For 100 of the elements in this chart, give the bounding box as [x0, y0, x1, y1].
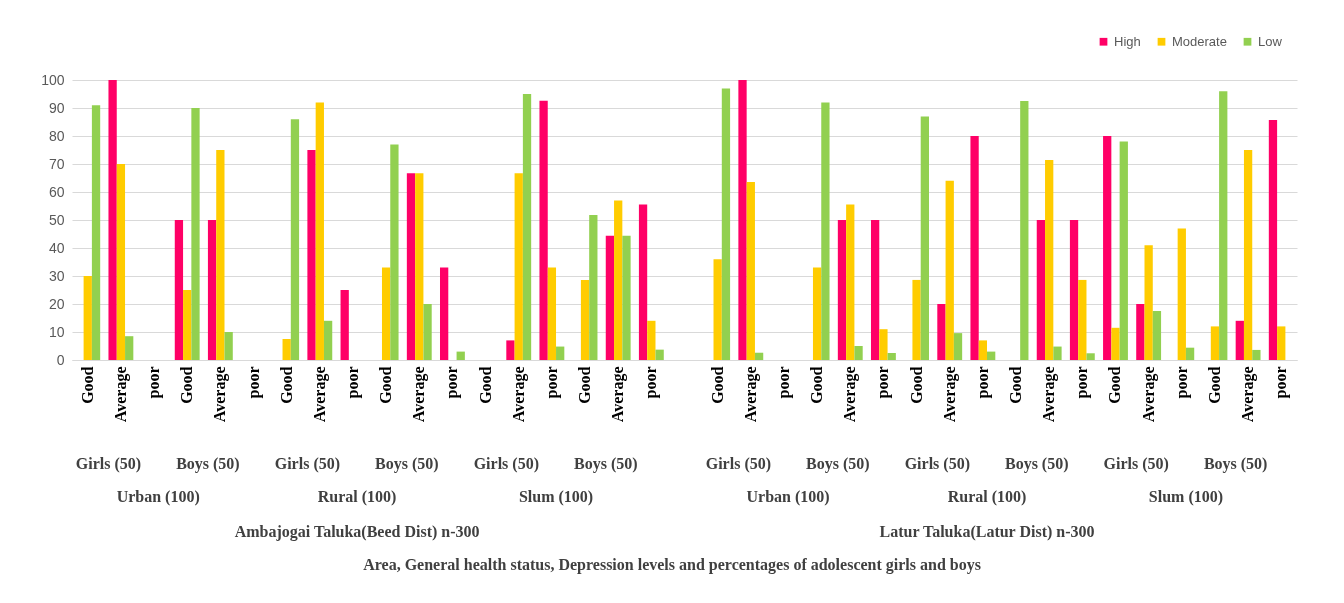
bar — [191, 108, 200, 360]
bar — [125, 336, 134, 360]
bar — [887, 353, 896, 360]
bar — [1078, 279, 1087, 360]
bar — [1036, 220, 1046, 360]
bar — [1210, 326, 1220, 360]
y-tick-label: 60 — [48, 183, 65, 200]
bar — [423, 304, 432, 360]
x-tick-label: Average — [841, 366, 860, 423]
bar — [91, 105, 101, 360]
bar — [440, 267, 449, 360]
x-tick-label: Good — [907, 366, 925, 404]
x-tick-label: Good — [808, 366, 826, 404]
text: Girls (50) — [75, 455, 142, 473]
text: Rural (100) — [317, 488, 397, 506]
bar — [638, 204, 648, 360]
x-tick-label: Average — [1139, 366, 1158, 423]
bar — [937, 304, 946, 360]
bar — [1185, 347, 1195, 360]
y-tick-label: 90 — [48, 99, 65, 116]
bar — [207, 220, 217, 360]
bar — [605, 235, 615, 360]
bar — [456, 351, 465, 360]
bar — [978, 340, 988, 360]
text: Boys (50) — [806, 455, 870, 473]
y-tick-label: 20 — [48, 295, 65, 312]
bar — [580, 279, 590, 360]
x-tick-label: poor — [1272, 366, 1291, 399]
bar — [224, 332, 233, 360]
bar — [406, 173, 416, 360]
bar — [547, 267, 557, 360]
bar — [1277, 326, 1286, 360]
x-tick-label: poor — [642, 366, 661, 399]
x-tick-label: Good — [78, 366, 96, 404]
bar — [1219, 91, 1228, 360]
bar — [1103, 136, 1112, 360]
bar — [870, 220, 880, 360]
bar — [506, 340, 515, 360]
bar — [1053, 346, 1062, 360]
bar — [174, 220, 184, 360]
x-tick-label: Average — [609, 366, 628, 423]
text: Girls (50) — [705, 455, 772, 473]
bar — [216, 150, 225, 360]
bar — [738, 80, 747, 360]
bar — [1152, 311, 1162, 360]
bar — [1252, 349, 1261, 360]
x-tick-label: Average — [1040, 366, 1059, 423]
bar — [290, 119, 300, 360]
x-tick-label: poor — [1172, 366, 1191, 399]
y-tick-label: 80 — [48, 127, 65, 144]
text: Girls (50) — [904, 455, 970, 473]
y-tick-label: 40 — [48, 239, 65, 256]
legend-label: Low — [1258, 33, 1283, 49]
bar — [812, 267, 822, 360]
bar — [821, 102, 830, 360]
text: Girls (50) — [473, 455, 539, 473]
text: Urban (100) — [116, 488, 200, 506]
x-tick-label: Average — [310, 366, 329, 423]
bar — [83, 276, 92, 360]
bar — [953, 333, 963, 360]
bar — [987, 351, 996, 360]
x-tick-label: poor — [973, 366, 992, 399]
bar — [315, 102, 324, 360]
text: Slum (100) — [518, 488, 594, 506]
bar — [1086, 353, 1095, 360]
bar — [1020, 101, 1029, 360]
x-tick-label: Average — [940, 366, 959, 423]
bar — [846, 204, 855, 360]
y-tick-label: 70 — [48, 155, 65, 172]
x-tick-label: poor — [343, 366, 362, 399]
y-tick-label: 50 — [48, 211, 65, 228]
x-tick-label: poor — [1073, 366, 1092, 399]
bar — [614, 200, 623, 360]
y-tick-label: 0 — [56, 351, 65, 368]
bar — [945, 180, 954, 360]
bar — [622, 235, 631, 360]
text: Boys (50) — [1004, 455, 1069, 473]
bar — [381, 267, 391, 360]
bar — [514, 173, 523, 360]
text: Boys (50) — [375, 455, 439, 473]
bar — [647, 320, 656, 360]
bar — [754, 352, 764, 360]
bar — [116, 164, 126, 360]
bar — [721, 88, 731, 360]
bar — [920, 116, 929, 360]
bar — [854, 346, 863, 360]
x-tick-label: Average — [1239, 366, 1258, 423]
bar — [1177, 228, 1186, 360]
bar — [282, 339, 291, 360]
legend-label: High — [1114, 33, 1141, 49]
legend-label: Moderate — [1172, 33, 1227, 49]
text: Ambajogai Taluka(Beed Dist) n-300 — [234, 523, 480, 541]
x-tick-label: Good — [178, 366, 196, 404]
bar — [879, 329, 888, 360]
bar — [837, 220, 847, 360]
x-tick-label: poor — [244, 366, 263, 399]
bar — [1235, 320, 1244, 360]
text: Girls (50) — [1103, 455, 1169, 473]
bar — [390, 144, 399, 360]
bar — [307, 150, 316, 360]
